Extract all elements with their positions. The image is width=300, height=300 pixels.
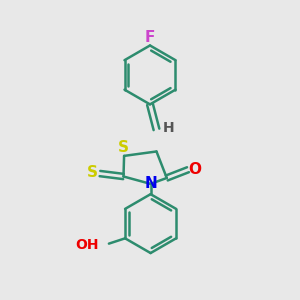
Text: H: H (163, 121, 175, 135)
Text: F: F (145, 30, 155, 45)
Text: S: S (87, 165, 98, 180)
Text: O: O (188, 162, 201, 177)
Text: N: N (144, 176, 157, 191)
Text: S: S (118, 140, 129, 155)
Text: OH: OH (75, 238, 99, 252)
